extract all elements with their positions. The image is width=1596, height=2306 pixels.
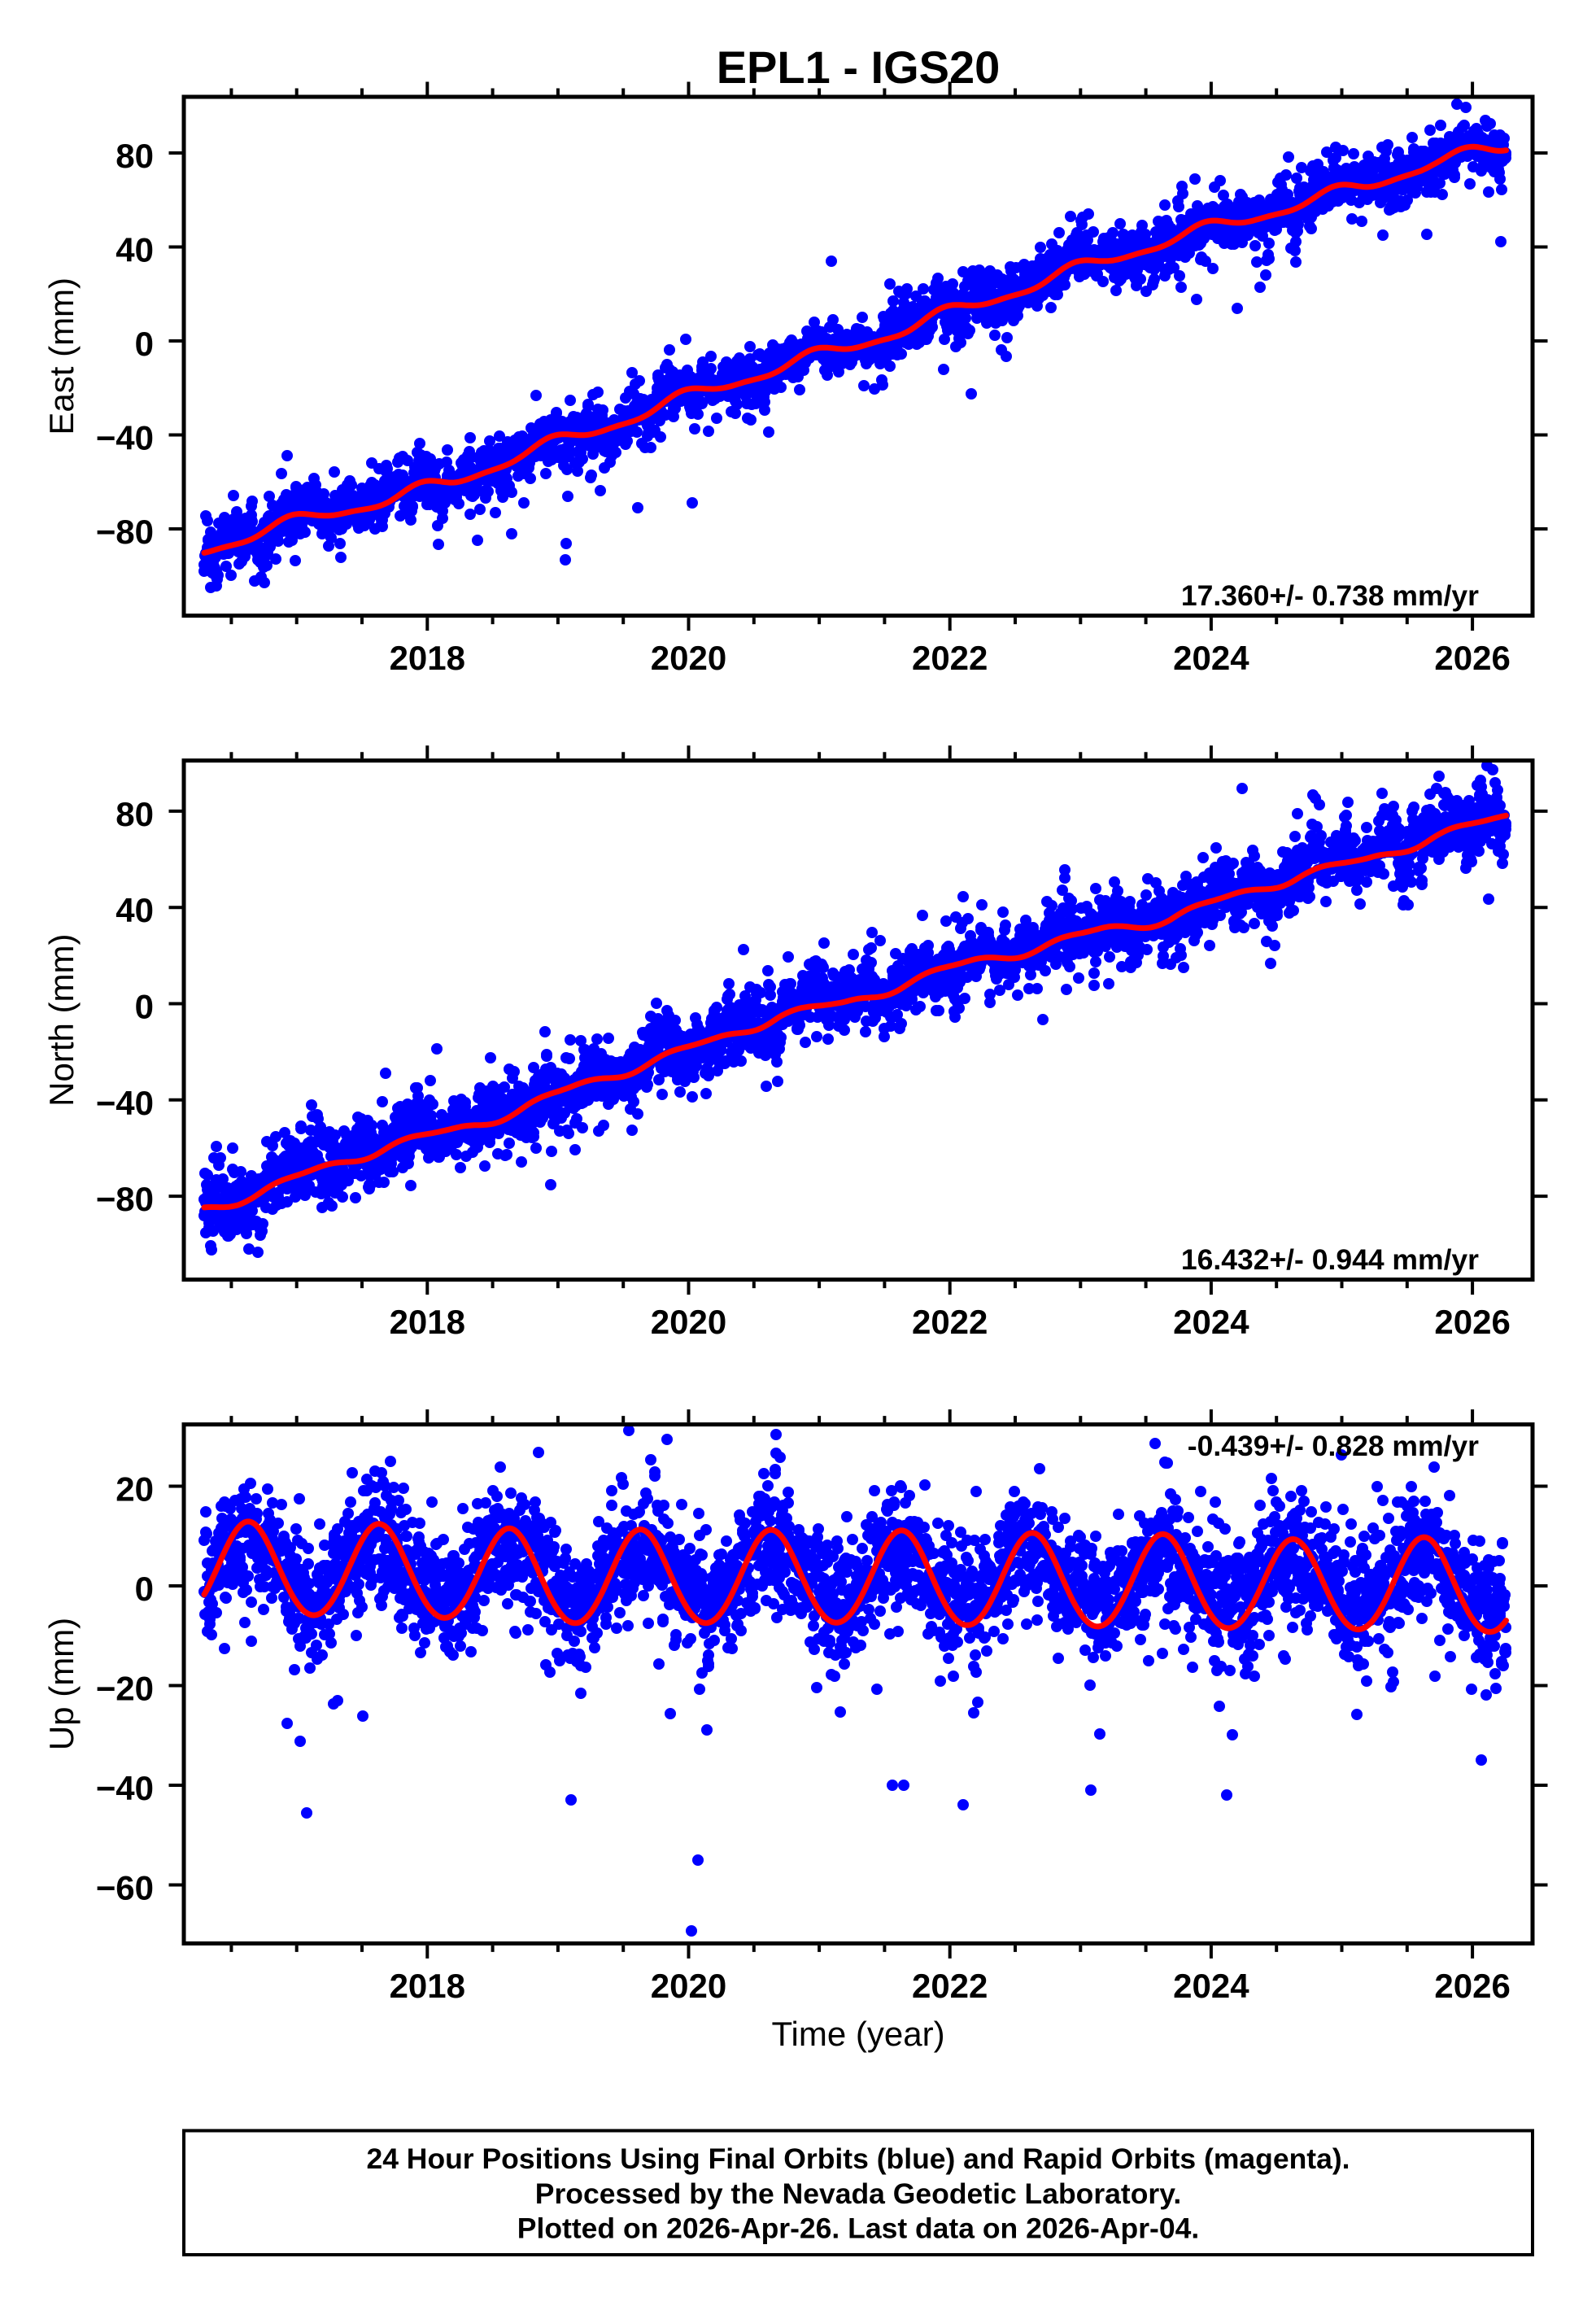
svg-text:East (mm): East (mm)	[42, 277, 81, 435]
svg-text:Plotted on 2026-Apr-26. Last d: Plotted on 2026-Apr-26. Last data on 202…	[517, 2212, 1199, 2244]
svg-text:2026: 2026	[1434, 1967, 1510, 2005]
svg-text:−40: −40	[96, 1084, 154, 1122]
svg-text:2018: 2018	[390, 1303, 465, 1341]
svg-text:2022: 2022	[912, 1967, 988, 2005]
svg-text:Up (mm): Up (mm)	[42, 1618, 81, 1750]
svg-text:Time (year): Time (year)	[771, 2015, 944, 2053]
svg-text:EPL1 - IGS20: EPL1 - IGS20	[717, 41, 1001, 93]
svg-text:2018: 2018	[390, 1967, 465, 2005]
svg-text:2022: 2022	[912, 639, 988, 677]
svg-text:0: 0	[135, 988, 154, 1026]
svg-text:40: 40	[116, 231, 154, 269]
svg-text:80: 80	[116, 795, 154, 833]
svg-text:2026: 2026	[1434, 1303, 1510, 1341]
svg-text:24 Hour Positions Using Final: 24 Hour Positions Using Final Orbits (bl…	[366, 2142, 1350, 2175]
svg-text:2024: 2024	[1173, 639, 1249, 677]
svg-text:2018: 2018	[390, 639, 465, 677]
svg-text:−80: −80	[96, 1180, 154, 1218]
svg-text:−20: −20	[96, 1670, 154, 1708]
svg-text:-0.439+/- 0.828 mm/yr: -0.439+/- 0.828 mm/yr	[1188, 1430, 1479, 1462]
svg-text:16.432+/- 0.944 mm/yr: 16.432+/- 0.944 mm/yr	[1181, 1243, 1479, 1276]
svg-text:0: 0	[135, 325, 154, 363]
svg-text:2020: 2020	[651, 1967, 726, 2005]
svg-text:20: 20	[116, 1470, 154, 1509]
svg-text:−60: −60	[96, 1869, 154, 1907]
svg-text:−80: −80	[96, 513, 154, 551]
svg-text:−40: −40	[96, 419, 154, 457]
svg-text:2022: 2022	[912, 1303, 988, 1341]
svg-text:−40: −40	[96, 1769, 154, 1807]
svg-text:Processed by the Nevada Geodet: Processed by the Nevada Geodetic Laborat…	[535, 2177, 1181, 2210]
svg-text:2020: 2020	[651, 1303, 726, 1341]
svg-text:17.360+/- 0.738 mm/yr: 17.360+/- 0.738 mm/yr	[1181, 579, 1479, 612]
svg-text:2024: 2024	[1173, 1967, 1249, 2005]
svg-text:40: 40	[116, 891, 154, 929]
svg-text:0: 0	[135, 1570, 154, 1608]
svg-text:North (mm): North (mm)	[42, 934, 81, 1107]
svg-text:2026: 2026	[1434, 639, 1510, 677]
svg-text:2024: 2024	[1173, 1303, 1249, 1341]
svg-text:80: 80	[116, 137, 154, 175]
svg-text:2020: 2020	[651, 639, 726, 677]
